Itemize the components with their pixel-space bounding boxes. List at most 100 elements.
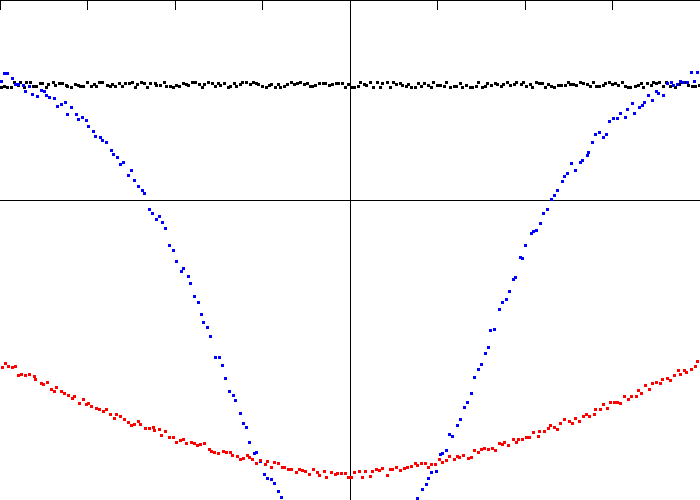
tick-top bbox=[350, 0, 351, 10]
point-red bbox=[358, 470, 361, 473]
point-blue bbox=[463, 406, 466, 409]
point-black bbox=[163, 81, 166, 84]
point-red bbox=[225, 451, 228, 454]
point-blue bbox=[151, 212, 154, 215]
point-black bbox=[484, 85, 487, 88]
point-black bbox=[430, 86, 433, 89]
point-red bbox=[679, 373, 682, 376]
point-blue bbox=[493, 328, 496, 331]
point-red bbox=[381, 467, 384, 470]
point-black bbox=[241, 81, 244, 84]
point-red bbox=[538, 430, 541, 433]
point-red bbox=[410, 465, 413, 468]
point-red bbox=[312, 468, 315, 471]
point-red bbox=[318, 474, 321, 477]
point-black bbox=[353, 86, 356, 89]
point-black bbox=[235, 85, 238, 88]
point-red bbox=[308, 473, 311, 476]
point-black bbox=[207, 81, 210, 84]
point-red bbox=[273, 461, 276, 464]
tick-top bbox=[87, 0, 88, 10]
point-blue bbox=[696, 71, 699, 74]
point-black bbox=[564, 84, 567, 87]
point-red bbox=[340, 472, 343, 475]
point-blue bbox=[686, 81, 689, 84]
point-blue bbox=[110, 149, 113, 152]
point-black bbox=[496, 83, 499, 86]
point-blue bbox=[574, 169, 577, 172]
point-red bbox=[344, 472, 347, 475]
point-red bbox=[606, 407, 609, 410]
point-blue bbox=[619, 112, 622, 115]
point-black bbox=[386, 81, 389, 84]
point-blue bbox=[626, 108, 629, 111]
point-black bbox=[159, 84, 162, 87]
point-red bbox=[602, 403, 605, 406]
point-black bbox=[445, 81, 448, 84]
point-red bbox=[644, 384, 647, 387]
point-blue bbox=[459, 418, 462, 421]
point-red bbox=[264, 463, 267, 466]
point-black bbox=[10, 86, 13, 89]
point-blue bbox=[70, 106, 73, 109]
point-blue bbox=[0, 80, 3, 83]
point-black bbox=[328, 84, 331, 87]
point-black bbox=[420, 85, 423, 88]
point-black bbox=[143, 82, 146, 85]
point-blue bbox=[470, 392, 473, 395]
point-blue bbox=[445, 449, 448, 452]
point-red bbox=[391, 468, 394, 471]
point-blue bbox=[480, 363, 483, 366]
point-black bbox=[560, 84, 563, 87]
point-blue bbox=[270, 478, 273, 481]
point-blue bbox=[43, 90, 46, 93]
point-blue bbox=[99, 136, 102, 139]
point-blue bbox=[116, 156, 119, 159]
point-red bbox=[67, 394, 70, 397]
point-red bbox=[487, 448, 490, 451]
tick-top bbox=[525, 0, 526, 10]
point-blue bbox=[608, 120, 611, 123]
point-blue bbox=[487, 346, 490, 349]
point-black bbox=[29, 81, 32, 84]
point-black bbox=[121, 85, 124, 88]
point-blue bbox=[31, 93, 34, 96]
point-red bbox=[503, 441, 506, 444]
point-black bbox=[25, 81, 28, 84]
point-red bbox=[537, 435, 540, 438]
point-black bbox=[395, 83, 398, 86]
point-blue bbox=[64, 101, 67, 104]
point-red bbox=[199, 443, 202, 446]
point-red bbox=[63, 392, 66, 395]
point-red bbox=[295, 471, 298, 474]
point-blue bbox=[643, 101, 646, 104]
point-black bbox=[274, 86, 277, 89]
point-black bbox=[203, 83, 206, 86]
point-red bbox=[416, 464, 419, 467]
point-black bbox=[369, 81, 372, 84]
point-red bbox=[28, 373, 31, 376]
point-black bbox=[582, 82, 585, 85]
point-black bbox=[372, 86, 375, 89]
point-red bbox=[659, 382, 662, 385]
point-red bbox=[462, 454, 465, 457]
point-black bbox=[223, 82, 226, 85]
point-blue bbox=[66, 113, 69, 116]
point-blue bbox=[550, 198, 553, 201]
point-blue bbox=[441, 452, 444, 455]
point-blue bbox=[187, 275, 190, 278]
point-blue bbox=[263, 473, 266, 476]
point-red bbox=[251, 458, 254, 461]
point-blue bbox=[546, 208, 549, 211]
point-blue bbox=[451, 435, 454, 438]
point-red bbox=[277, 462, 280, 465]
point-red bbox=[14, 365, 17, 368]
point-blue bbox=[56, 105, 59, 108]
point-red bbox=[578, 420, 581, 423]
point-red bbox=[323, 470, 326, 473]
point-red bbox=[78, 402, 81, 405]
point-blue bbox=[155, 218, 158, 221]
point-black bbox=[640, 82, 643, 85]
point-blue bbox=[92, 130, 95, 133]
point-blue bbox=[137, 185, 140, 188]
